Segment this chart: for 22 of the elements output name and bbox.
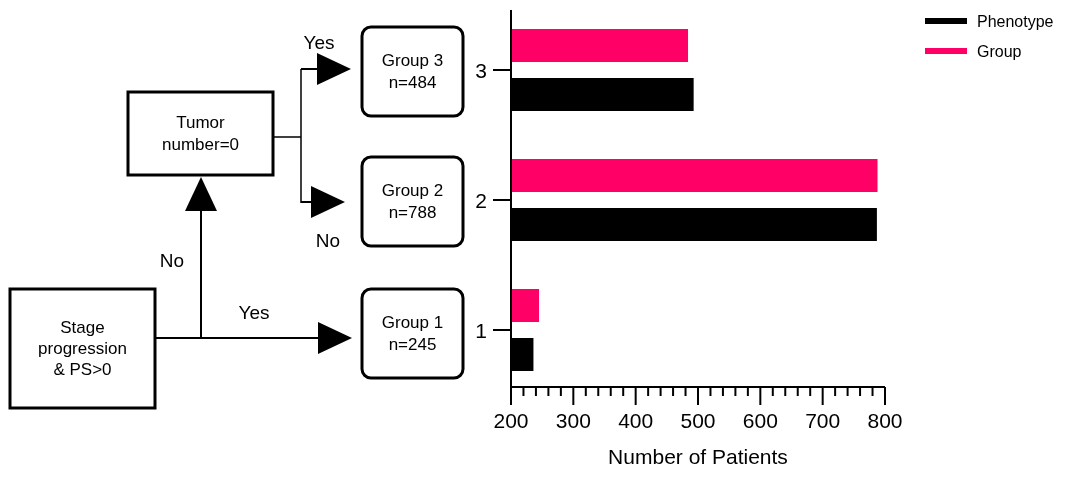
x-tick-label: 200 [493,409,529,432]
text: Group 2 n=788 [381,181,444,222]
x-tick-label: 300 [555,409,591,432]
text: No [159,249,185,271]
x-tick-label: 700 [805,409,841,432]
x-tick-label: 400 [618,409,654,432]
text: Tumor number=0 [161,113,240,154]
y-tick-label: 3 [475,58,487,82]
text: Yes [238,301,270,323]
y-tick-label: 2 [475,188,487,212]
text: No [315,229,341,251]
legend-label: Group [977,42,1022,60]
legend-label: Phenotype [977,12,1054,30]
text: Stage progression & PS>0 [38,317,127,380]
x-axis-title: Number of Patients [608,445,788,468]
text: Group 3 n=484 [381,51,444,92]
x-tick-label: 600 [742,409,778,432]
x-tick-label: 500 [680,409,716,432]
x-tick-label: 800 [867,409,903,432]
text: Group 1 n=245 [381,313,444,354]
text: Yes [303,31,335,53]
y-tick-label: 1 [475,318,487,342]
